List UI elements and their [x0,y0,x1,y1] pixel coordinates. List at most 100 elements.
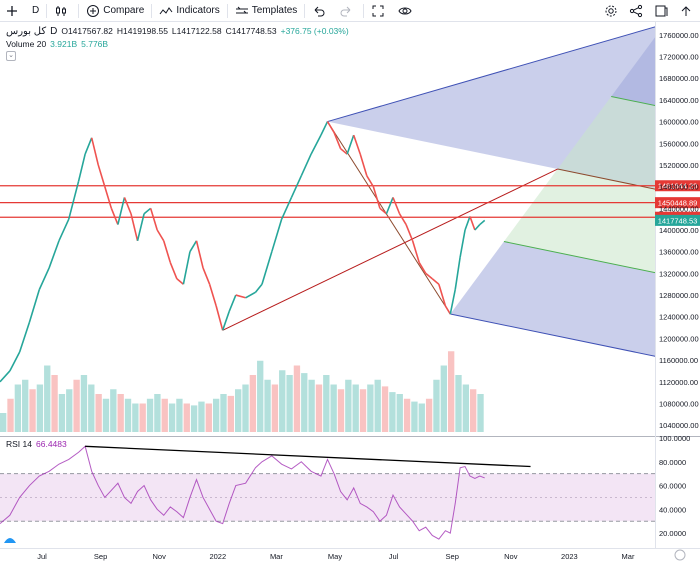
time-tick-label: 2022 [209,552,226,561]
volume-bar [51,375,58,432]
share-button[interactable] [625,0,650,22]
eye-button[interactable] [393,0,420,22]
time-tick-label: Mar [622,552,635,561]
redo-button[interactable] [334,0,361,22]
volume-bar [58,394,66,432]
volume-bar [124,398,132,432]
indicators-icon [159,6,173,14]
divider [363,3,365,18]
settings-button[interactable] [600,0,625,22]
price-segment [189,240,198,253]
chart-axes: 1760000.00 1720000.00 1680000.00 1640000.00… [4,31,699,561]
templates-label: Templates [251,5,298,16]
chart-type-button[interactable] [49,0,76,22]
volume-bar [29,389,36,432]
price-tick-label: 1480000.00 [659,183,699,192]
volume-bar [337,389,345,432]
price-segment [28,289,41,323]
volume-bar [0,413,7,432]
price-segment [366,175,375,188]
fullscreen-button[interactable] [366,0,393,22]
candles-icon [56,5,67,16]
volume-bar [176,398,183,432]
price-segment [84,137,93,155]
price-segment [418,262,427,274]
pitchfork-handle [222,168,558,331]
pitchfork-drawing[interactable] [222,24,700,504]
rsi-trendline [85,445,531,468]
price-segment [182,251,191,285]
price-segment [405,224,414,242]
price-segment [449,289,457,315]
price-tick-label: 1280000.00 [659,291,699,300]
price-segment [310,134,322,155]
volume-bar [205,403,212,432]
templates-button[interactable]: Templates [230,0,303,22]
price-segment [438,283,447,307]
price-segment [176,278,184,285]
price-tick-label: 1120000.00 [659,378,698,387]
price-segment [444,305,451,315]
price-segment [77,153,86,182]
eye-icon [398,7,412,14]
price-tick-label: 1640000.00 [659,96,699,105]
level-price-badge [655,214,700,226]
price-tick-label: 1440000.00 [659,204,699,213]
compare-button[interactable]: Compare [81,0,149,22]
price-segment [459,229,466,258]
pitchfork-inner-lower [503,169,655,273]
indicators-button[interactable]: Indicators [154,0,224,22]
time-tick-label: Mar [270,552,283,561]
add-symbol-button[interactable] [0,0,27,22]
price-segment [261,251,273,285]
snapshot-button[interactable] [650,0,675,22]
volume-bar [433,379,440,432]
rsi-tick-label: 80.0000 [659,458,686,467]
volume-bar [117,394,124,432]
price-tick-label: 1760000.00 [659,31,699,40]
volume-bar [271,384,279,432]
volume-label: Volume 20 [6,39,47,49]
interval-label: D [32,5,40,16]
volume-bar [66,389,73,432]
price-segment [280,197,293,220]
symbol-name[interactable]: کل بورس [6,26,47,37]
volume-bar [95,394,102,432]
volume-value: 3.921B [50,39,78,49]
legend-change: +376.75 (+0.03%) [280,26,349,36]
logo-icon [4,538,16,543]
volume-bar [146,398,154,432]
price-segment [130,213,139,242]
fullscreen-icon [372,5,384,16]
price-segment [474,224,481,231]
rsi-tick-label: 20.0000 [659,529,686,538]
volume-bar [168,403,176,432]
price-segment [385,197,394,215]
volume-bar [242,384,249,432]
legend-high: H1419198.55 [116,26,168,36]
volume-bar [22,379,29,432]
price-segment [110,208,119,225]
camera-icon [655,5,668,17]
price-segment [340,148,348,155]
volume-bar [330,384,337,432]
interval-button[interactable]: D [27,0,44,22]
price-tick-label: 1680000.00 [659,74,699,83]
price-segment [235,294,246,299]
level-price-label: 1417748.53 [658,216,698,225]
price-segment [162,240,172,263]
collapse-legend-button[interactable]: ⌄ [6,51,16,61]
undo-button[interactable] [307,0,334,22]
price-segment [0,370,11,383]
volume-bar [301,373,308,432]
price-segment [431,278,440,285]
price-tick-label: 1160000.00 [659,356,698,365]
price-segment [372,186,381,209]
chart-legend: کل بورس D O1417567.82 H1419198.55 L14171… [6,25,349,61]
volume-bar [227,395,235,432]
divider [151,3,153,18]
volume-bar [279,370,286,432]
publish-button[interactable] [675,0,700,22]
